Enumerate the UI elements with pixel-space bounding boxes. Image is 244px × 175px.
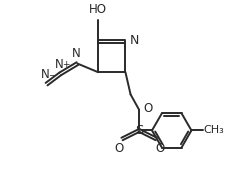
Text: CH₃: CH₃	[204, 125, 224, 135]
Text: −: −	[48, 70, 55, 79]
Text: S: S	[135, 124, 143, 137]
Text: N: N	[55, 58, 64, 71]
Text: O: O	[143, 103, 153, 116]
Text: N: N	[72, 47, 81, 61]
Text: N: N	[41, 68, 50, 81]
Text: O: O	[114, 142, 123, 155]
Text: +: +	[62, 60, 69, 69]
Text: O: O	[155, 142, 164, 155]
Text: HO: HO	[89, 3, 107, 16]
Text: N: N	[130, 34, 139, 47]
